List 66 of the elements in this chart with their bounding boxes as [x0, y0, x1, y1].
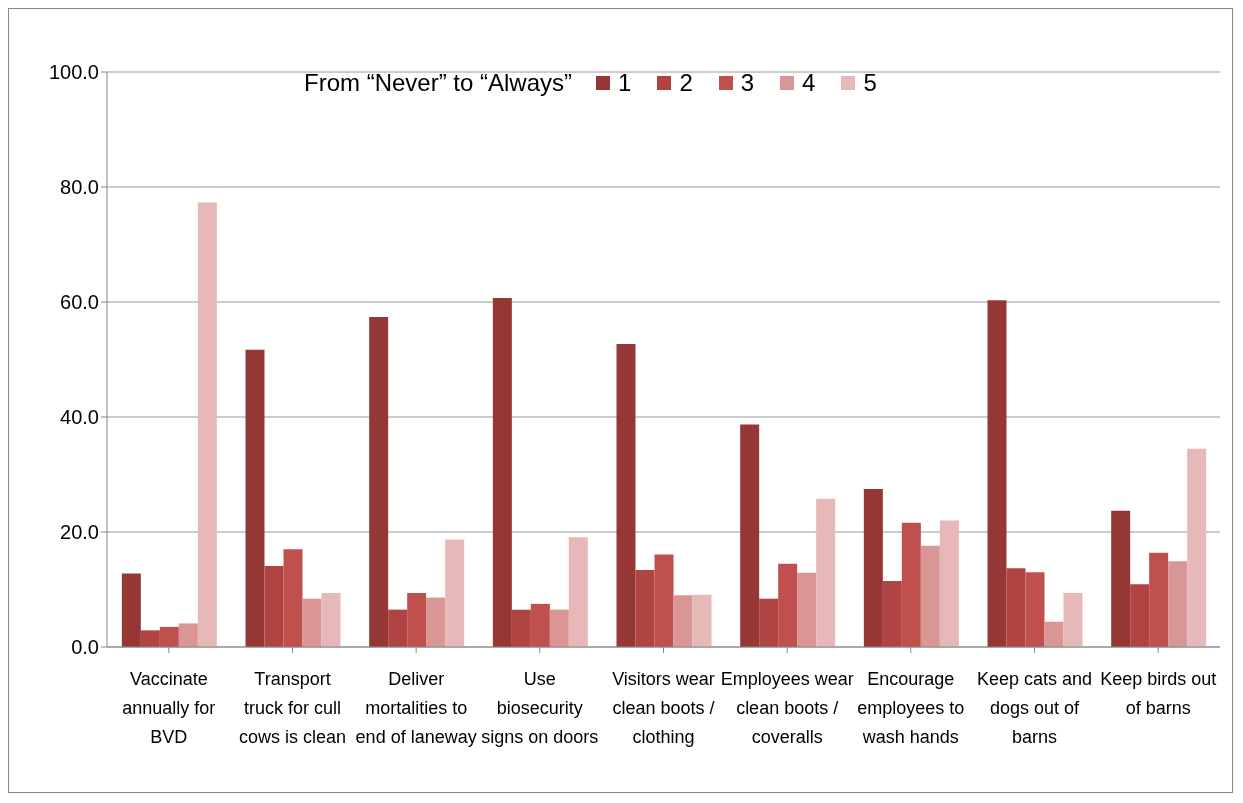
bar: [264, 565, 284, 647]
legend-label: 3: [739, 69, 755, 97]
bar: [302, 598, 322, 647]
bar: [407, 592, 427, 647]
x-tick-label: Deliver mortalities to end of laneway: [355, 669, 477, 747]
x-tick-label: Employees wear clean boots / coveralls: [720, 669, 854, 747]
bar: [1149, 552, 1169, 647]
legend-label: 2: [678, 69, 693, 97]
legend-label: 1: [617, 69, 632, 97]
bar: [321, 592, 341, 647]
bar: [426, 597, 446, 647]
legend-label: 4: [801, 69, 816, 97]
bar: [1187, 448, 1207, 647]
bar: [549, 609, 569, 647]
bar: [939, 520, 959, 647]
bar: [1168, 561, 1188, 647]
bar: [388, 609, 408, 647]
x-tick-label: Use biosecurity signs on doors: [481, 669, 599, 747]
x-tick-label: Visitors wear clean boots / clothing: [612, 669, 715, 747]
bar: [616, 343, 636, 647]
bar: [901, 522, 921, 647]
legend-title: From “Never” to “Always”: [304, 69, 573, 97]
bar: [1044, 621, 1064, 647]
y-tick-label: 40.0: [60, 406, 99, 429]
bar: [1130, 584, 1150, 647]
bar: [369, 316, 389, 647]
bar: [673, 595, 693, 647]
y-tick-label: 80.0: [60, 176, 99, 199]
bar: [759, 598, 779, 647]
bar: [920, 545, 940, 647]
bar: [635, 569, 655, 647]
legend-label: 5: [862, 69, 877, 97]
bar: [797, 572, 817, 647]
bar: [692, 594, 712, 647]
bar: [568, 537, 588, 647]
bar: [445, 539, 465, 647]
bar: [121, 573, 141, 647]
x-tick-label: Keep cats and dogs out of barns: [976, 669, 1093, 747]
bar: [530, 603, 550, 647]
x-tick-label: Encourage employees to wash hands: [857, 669, 965, 747]
y-tick-label: 60.0: [60, 291, 99, 314]
bar: [1111, 510, 1131, 647]
bar: [178, 623, 198, 647]
y-tick-label: 20.0: [60, 521, 99, 544]
bar: [1025, 572, 1045, 647]
bar: [245, 349, 265, 647]
bar: [197, 202, 217, 647]
bar: [882, 580, 902, 647]
bar: [987, 300, 1007, 647]
x-tick-label: Vaccinate annually for BVD: [122, 669, 216, 747]
bar: [492, 297, 512, 647]
y-tick-label: 0.0: [71, 636, 99, 659]
bar: [283, 549, 303, 647]
bar: [159, 626, 179, 647]
bar: [511, 609, 531, 647]
bar: [1006, 568, 1026, 647]
bar: [740, 424, 760, 647]
bar: [816, 498, 836, 647]
x-tick-label: Keep birds out of barns: [1100, 669, 1217, 718]
y-tick-label: 100.0: [48, 61, 99, 84]
bar: [863, 488, 883, 647]
bar: [140, 630, 160, 647]
bar: [654, 554, 674, 647]
bar: [1063, 592, 1083, 647]
x-tick-label: Transport truck for cull cows is clean: [238, 669, 347, 747]
bar: [778, 563, 798, 647]
